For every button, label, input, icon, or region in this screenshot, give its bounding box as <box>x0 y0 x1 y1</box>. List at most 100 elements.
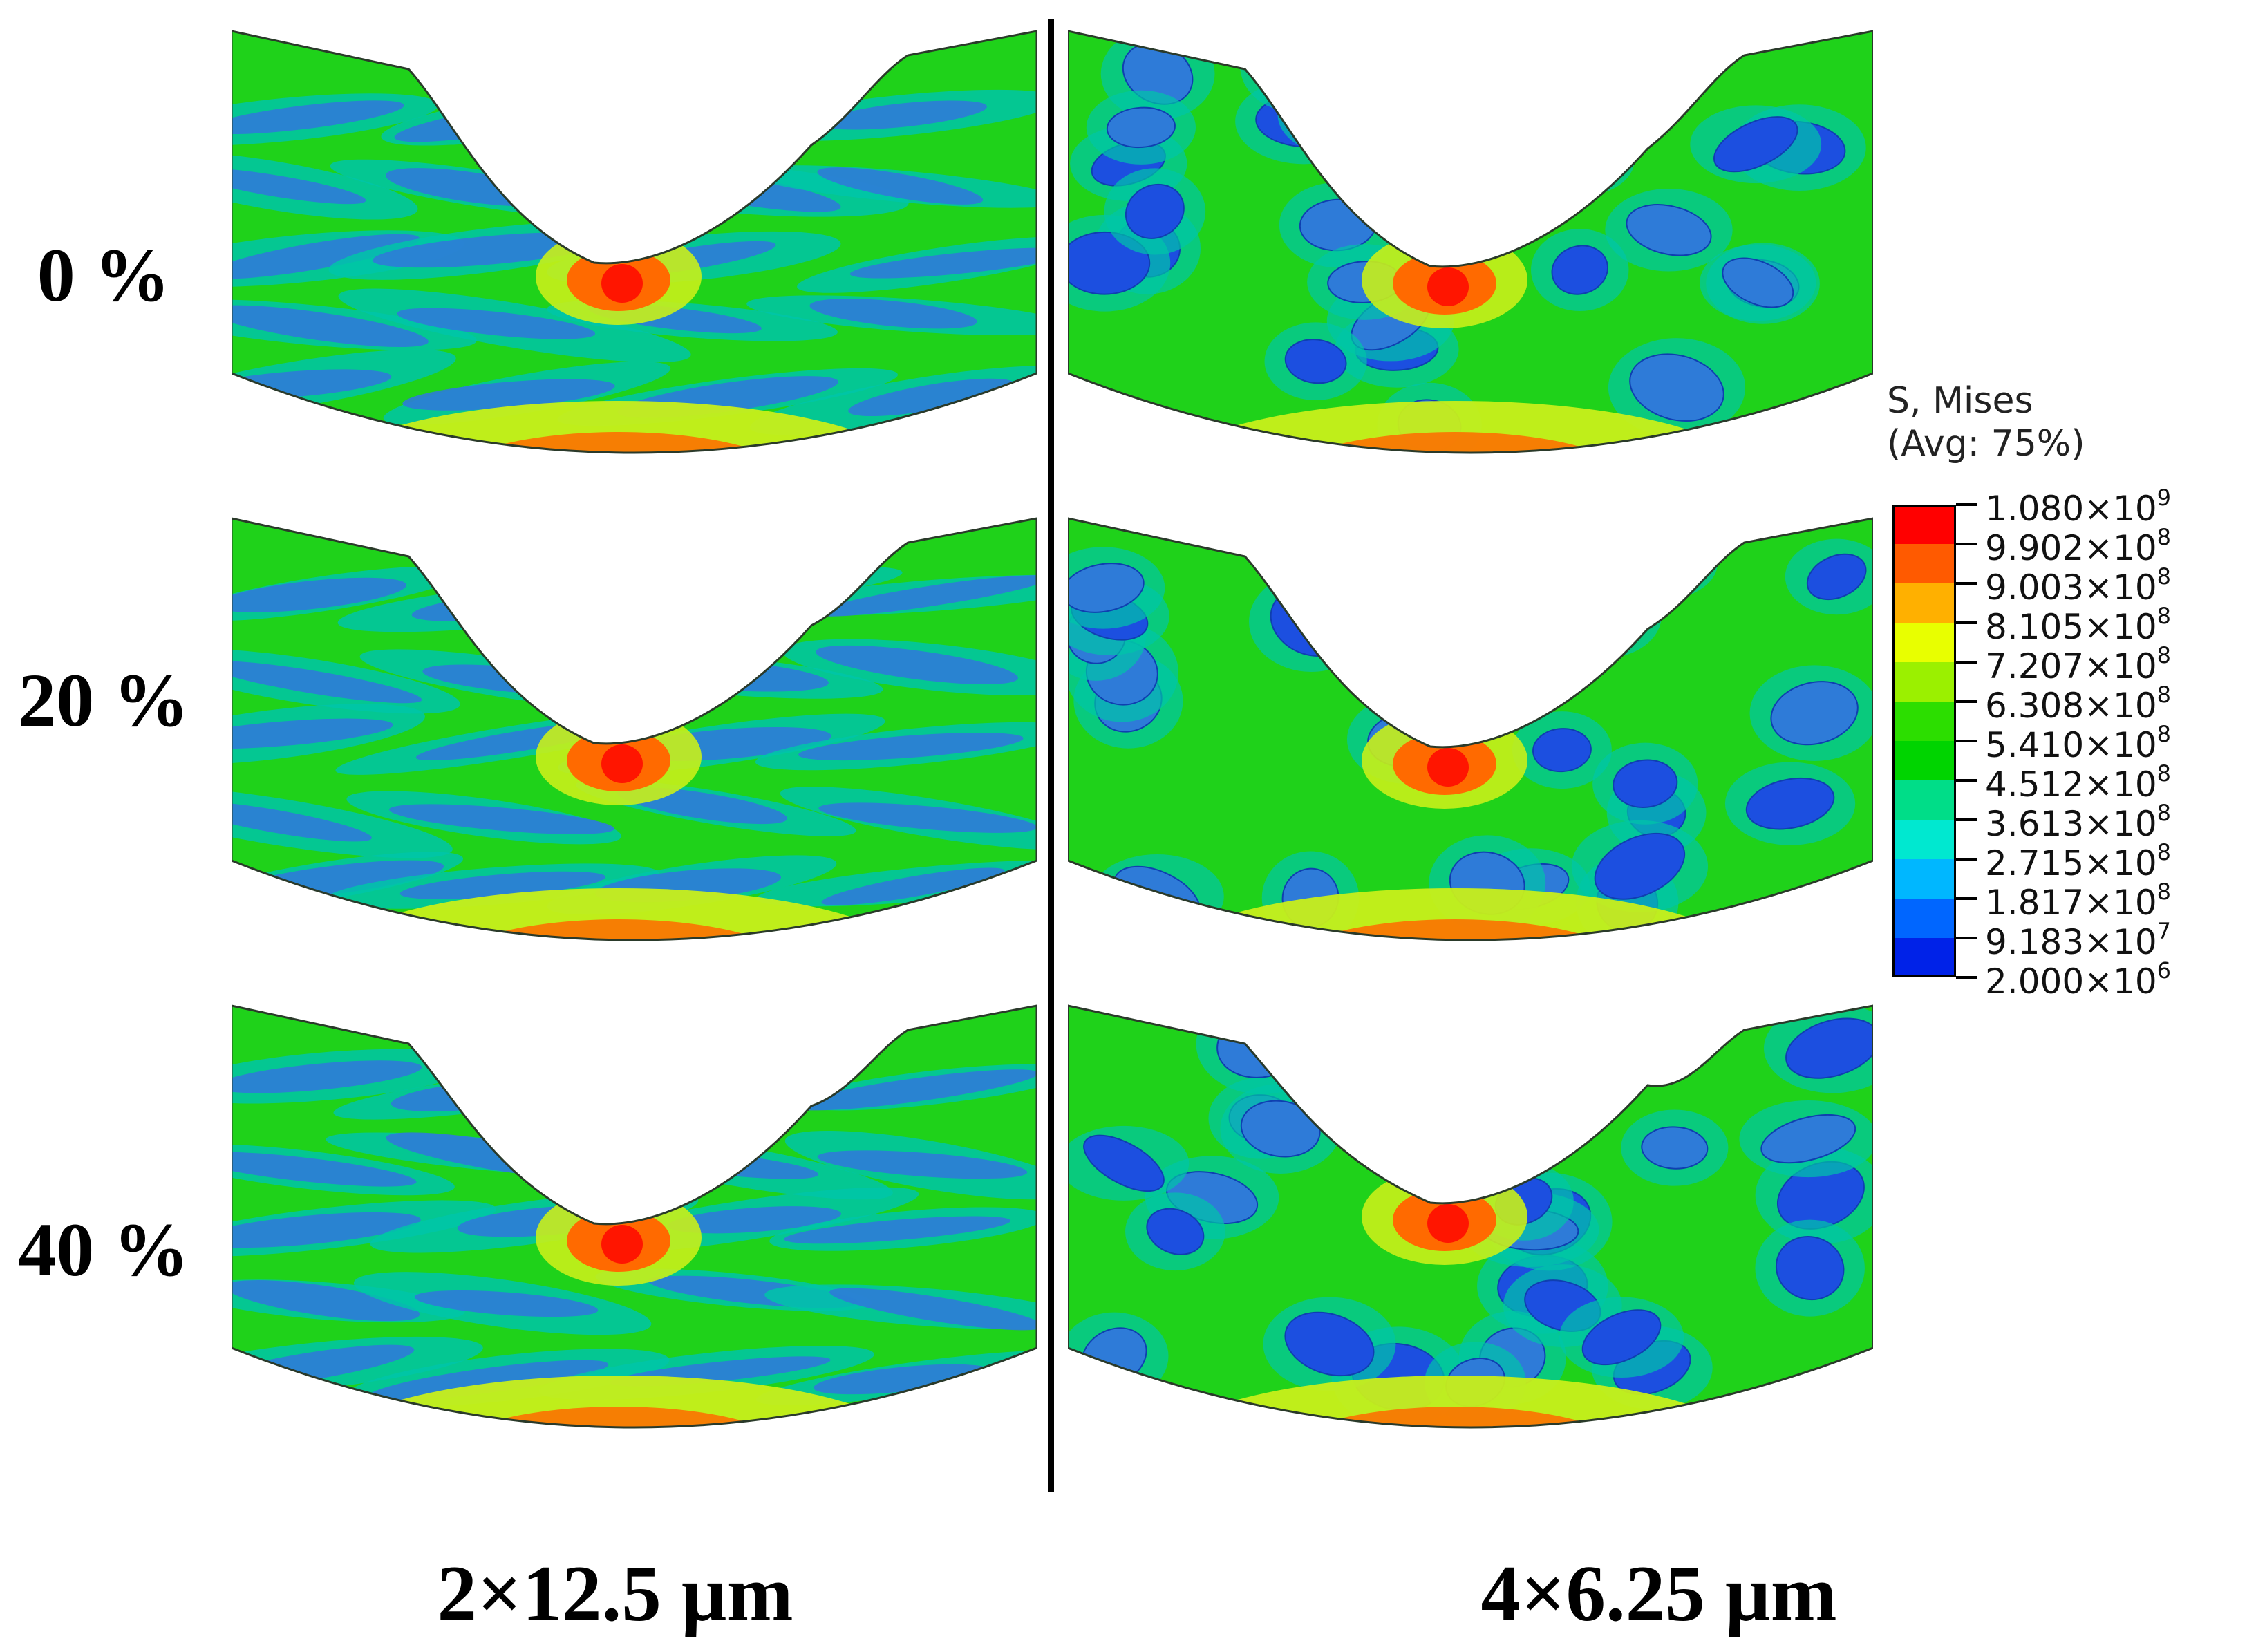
contour-panel-left-40 <box>232 1004 1037 1429</box>
fiber <box>368 1360 609 1401</box>
fiber <box>849 247 1037 279</box>
legend-tick <box>1956 818 1977 821</box>
notch-peak-stress <box>1427 748 1469 787</box>
stress-field <box>1068 1006 1873 1427</box>
fiber <box>1581 1309 1662 1366</box>
legend-swatch <box>1892 938 1956 977</box>
legend-tick-times: ×10 <box>2084 646 2157 686</box>
specimen-outline <box>1068 30 1873 454</box>
legend-tick-times: ×10 <box>2084 804 2157 844</box>
matrix-halo <box>1438 587 1541 682</box>
legend-swatch <box>1892 505 1956 544</box>
specimen-outline <box>1068 517 1873 941</box>
fiber <box>1425 1080 1517 1131</box>
fiber <box>411 589 614 621</box>
matrix-halo <box>1523 121 1635 197</box>
fiber <box>848 378 1015 417</box>
fiber <box>1785 1017 1873 1079</box>
specimen-outline <box>232 1004 1037 1429</box>
legend-tick <box>1956 661 1977 664</box>
legend-tick-times: ×10 <box>2084 961 2157 1002</box>
specimen-outline <box>232 30 1037 454</box>
legend-tick-label: 6.308×108 <box>1985 684 2171 723</box>
legend-tick-times: ×10 <box>2084 725 2157 765</box>
legend-tick-label: 1.080×109 <box>1985 487 2171 526</box>
fiber <box>1745 777 1835 830</box>
matrix-halo <box>1370 557 1471 646</box>
fiber <box>232 801 372 842</box>
legend-tick-label: 3.613×108 <box>1985 802 2171 841</box>
legend-tick-exponent: 8 <box>2156 879 2172 905</box>
stress-field <box>1068 518 1873 940</box>
fiber <box>1760 1114 1856 1164</box>
fiber <box>1722 257 1794 308</box>
legend-tick <box>1956 621 1977 624</box>
fiber <box>1240 1100 1321 1158</box>
fiber <box>414 1290 599 1317</box>
fiber <box>1629 353 1724 422</box>
fiber <box>232 305 429 347</box>
legend-tick-exponent: 9 <box>2156 485 2172 511</box>
legend-tick-times: ×10 <box>2084 883 2157 923</box>
fiber <box>1610 541 1698 586</box>
matrix-halo <box>1372 111 1479 205</box>
matrix-halo <box>1545 571 1662 659</box>
legend-swatch <box>1892 544 1956 583</box>
fiber <box>1551 245 1608 295</box>
contour-panel-right-0 <box>1068 30 1873 454</box>
legend-tick-mantissa: 3.613 <box>1985 804 2085 844</box>
fiber <box>232 100 404 134</box>
fiber <box>814 575 1037 617</box>
fiber <box>232 718 393 749</box>
fiber <box>1806 553 1867 601</box>
legend-tick-exponent: 8 <box>2156 563 2172 590</box>
fiber <box>668 1206 841 1234</box>
fiber <box>232 577 407 612</box>
legend-tick-label: 1.817×108 <box>1985 881 2171 920</box>
legend-tick-exponent: 8 <box>2156 800 2172 826</box>
fiber <box>798 732 1024 761</box>
fiber <box>612 85 806 122</box>
specimen-outline <box>232 517 1037 941</box>
legend-tick-mantissa: 9.183 <box>1985 922 2085 962</box>
fiber <box>388 804 614 834</box>
legend-tick <box>1956 740 1977 742</box>
legend-tick-label: 5.410×108 <box>1985 723 2171 762</box>
legend-tick-label: 8.105×108 <box>1985 605 2171 644</box>
fiber <box>1545 134 1613 184</box>
fiber <box>402 379 615 411</box>
legend-tick-times: ×10 <box>2084 607 2157 647</box>
legend-tick-mantissa: 2.000 <box>1985 961 2085 1002</box>
contour-panel-left-20 <box>232 517 1037 941</box>
fiber <box>1532 728 1592 773</box>
matrix-halo <box>1589 525 1718 602</box>
column-label-4x6-25: 4×6.25 µm <box>1480 1550 1837 1637</box>
fiber <box>232 661 422 704</box>
legend-tick-mantissa: 6.308 <box>1985 686 2085 726</box>
legend-tick-label: 7.207×108 <box>1985 644 2171 684</box>
column-divider <box>1048 19 1054 1492</box>
legend-tick-mantissa: 5.410 <box>1985 725 2085 765</box>
notch-peak-stress <box>601 1225 643 1264</box>
legend-tick <box>1956 858 1977 861</box>
legend-bar-outline <box>1892 505 1956 977</box>
legend-tick <box>1956 700 1977 703</box>
legend-subtitle: (Avg: 75%) <box>1887 423 2085 464</box>
fiber <box>1390 574 1451 630</box>
legend-tick-exponent: 7 <box>2156 918 2172 944</box>
legend-tick-label: 2.715×108 <box>1985 841 2171 881</box>
fiber <box>232 1060 422 1093</box>
legend-tick-exponent: 6 <box>2156 957 2172 984</box>
legend-swatch <box>1892 662 1956 702</box>
fiber <box>1770 681 1859 746</box>
legend-tick-times: ×10 <box>2084 922 2157 962</box>
legend-tick-exponent: 8 <box>2156 839 2172 865</box>
legend-tick-times: ×10 <box>2084 686 2157 726</box>
legend-tick-times: ×10 <box>2084 764 2157 805</box>
fiber <box>1458 603 1521 666</box>
matrix-halo <box>1344 532 1457 632</box>
legend-tick-exponent: 8 <box>2156 642 2172 668</box>
fiber <box>1641 1126 1709 1170</box>
legend-tick-label: 2.000×106 <box>1985 959 2171 999</box>
fiber <box>399 871 606 899</box>
